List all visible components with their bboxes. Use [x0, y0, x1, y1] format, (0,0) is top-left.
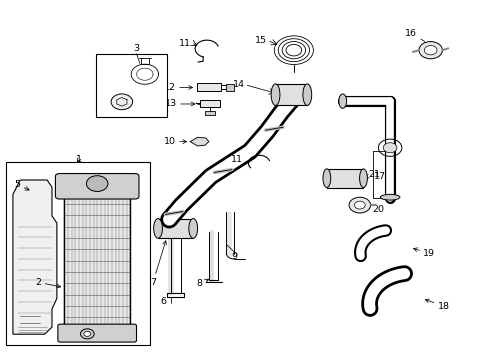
Bar [158, 219, 193, 238]
Circle shape [424, 45, 437, 55]
Polygon shape [190, 137, 209, 146]
FancyBboxPatch shape [55, 174, 139, 199]
Text: 1: 1 [76, 155, 82, 164]
Ellipse shape [323, 169, 331, 188]
Polygon shape [13, 180, 57, 334]
Text: 10: 10 [164, 137, 187, 146]
Bar [5, 162, 150, 345]
Text: 9: 9 [231, 252, 237, 261]
Text: 7: 7 [150, 241, 167, 287]
Text: 4: 4 [98, 97, 108, 106]
Text: 11: 11 [179, 39, 191, 48]
Bar [205, 111, 215, 116]
Text: 8: 8 [196, 279, 209, 288]
Text: 3: 3 [133, 44, 140, 53]
Ellipse shape [360, 169, 368, 188]
Ellipse shape [189, 219, 197, 238]
Text: 19: 19 [414, 248, 435, 258]
Text: 13: 13 [165, 99, 195, 108]
Bar [275, 84, 307, 105]
Circle shape [419, 41, 442, 59]
Bar [96, 54, 167, 117]
Ellipse shape [154, 219, 162, 238]
Text: 5: 5 [14, 180, 29, 190]
Text: 2: 2 [35, 278, 61, 288]
Text: 12: 12 [164, 83, 193, 92]
Circle shape [383, 143, 397, 153]
Circle shape [354, 201, 365, 209]
Text: 15: 15 [255, 36, 267, 45]
Text: 21: 21 [365, 170, 380, 179]
Text: 20: 20 [363, 204, 384, 214]
FancyBboxPatch shape [58, 324, 137, 342]
Circle shape [80, 329, 94, 339]
Ellipse shape [303, 84, 312, 105]
Bar [226, 84, 234, 91]
Circle shape [111, 94, 133, 110]
Circle shape [84, 331, 91, 336]
Ellipse shape [339, 94, 346, 108]
Circle shape [86, 176, 108, 192]
Text: 18: 18 [425, 299, 450, 311]
Ellipse shape [271, 84, 280, 105]
Text: 6: 6 [160, 297, 167, 306]
Bar [327, 169, 364, 188]
Circle shape [349, 197, 370, 213]
Ellipse shape [380, 194, 400, 200]
Bar [197, 83, 220, 91]
Bar [199, 100, 220, 107]
Text: 14: 14 [233, 81, 245, 90]
Bar [64, 193, 130, 329]
Text: 11: 11 [231, 155, 243, 164]
Bar [64, 193, 130, 329]
Text: 16: 16 [405, 30, 417, 39]
Text: 17: 17 [374, 172, 386, 181]
